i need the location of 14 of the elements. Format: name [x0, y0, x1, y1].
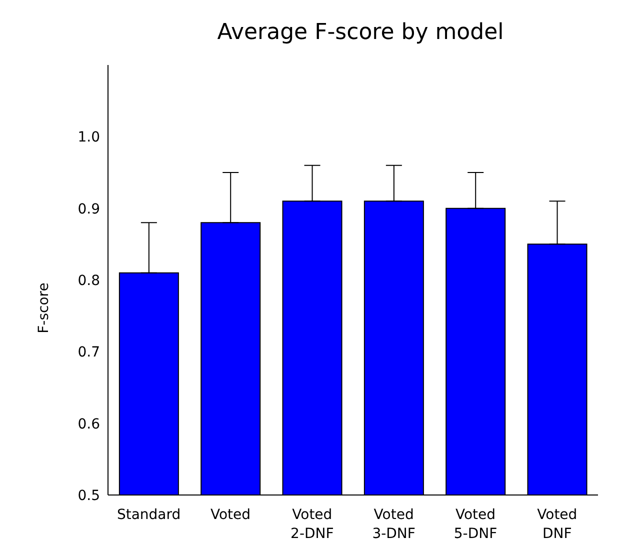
x-tick-label: Voted 2-DNF: [290, 507, 334, 542]
chart-title: Average F-score by model: [216, 20, 505, 45]
y-tick-label: 0.5: [78, 488, 100, 504]
x-tick-label: Voted 5-DNF: [454, 507, 498, 542]
x-tick-label: Voted DNF: [537, 507, 578, 542]
y-axis-title: F-score: [36, 282, 52, 334]
x-tick-label: Voted 3-DNF: [372, 507, 416, 542]
x-tick-label: Standard: [116, 507, 181, 523]
x-tick-label: Voted: [210, 507, 251, 523]
y-tick-label: 0.6: [78, 416, 100, 432]
y-tick-label: 0.7: [78, 344, 100, 361]
y-tick-label: 1.0: [78, 130, 100, 146]
y-tick-label: 0.9: [78, 201, 100, 218]
y-tick-label: 0.8: [78, 272, 100, 289]
